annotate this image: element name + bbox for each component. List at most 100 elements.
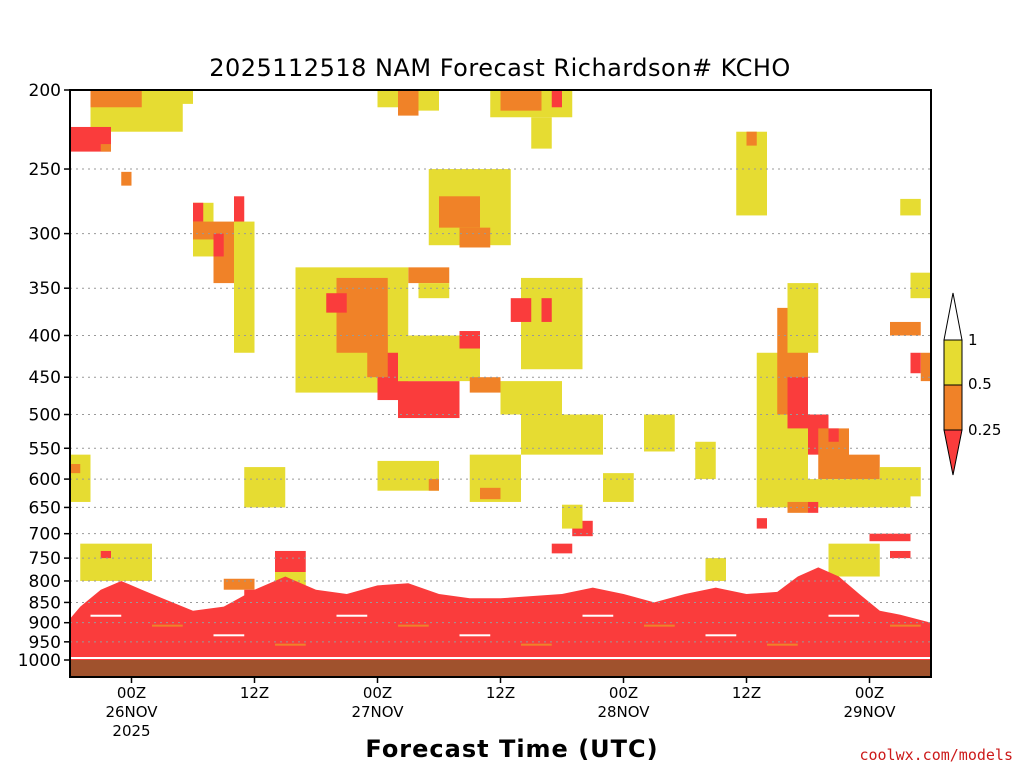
ri-cell-high <box>879 467 921 497</box>
ri-cell-high <box>828 543 880 577</box>
ri-cell-high <box>80 543 152 581</box>
band-streak <box>890 624 921 627</box>
x-tick-label: 26NOV <box>105 703 158 721</box>
ri-cell-mid <box>193 221 214 240</box>
x-tick-label: 29NOV <box>843 703 896 721</box>
ri-cell-low <box>890 550 911 559</box>
y-tick-label: 800 <box>29 572 61 592</box>
ri-cell-mid <box>121 171 132 186</box>
ri-cell-high <box>418 90 439 111</box>
x-tick-label: 12Z <box>732 684 761 702</box>
ri-cell-low <box>756 518 767 529</box>
y-tick-label: 200 <box>29 81 61 101</box>
legend: 1 0.5 0.25 <box>943 292 1001 476</box>
ri-cell-high <box>377 90 398 108</box>
ri-cell-low <box>541 298 552 322</box>
ri-cell-high <box>70 454 91 502</box>
ri-cell-mid <box>890 321 921 336</box>
x-tick-label: 27NOV <box>351 703 404 721</box>
ri-cell-mid <box>70 464 81 474</box>
ri-cell-high <box>531 117 552 149</box>
ri-cell-mid <box>90 90 142 108</box>
legend-swatch-0.25-0.5 <box>943 384 963 431</box>
ri-cell-mid <box>746 131 757 146</box>
ri-cell-low <box>100 550 111 559</box>
ri-cell-mid <box>500 90 542 111</box>
x-axis-label: Forecast Time (UTC) <box>365 735 658 763</box>
ri-cell-low <box>931 389 941 404</box>
band-streak <box>459 634 491 637</box>
ri-cell-high <box>644 414 675 452</box>
ri-cell-low <box>398 381 460 419</box>
band-streak <box>582 614 614 617</box>
y-tick-label: 750 <box>29 549 61 569</box>
ri-cell-high <box>172 90 193 104</box>
band-streak <box>644 624 675 627</box>
ri-cell-high <box>521 277 583 370</box>
low-level-band <box>70 567 931 660</box>
ri-cell-low <box>551 90 562 108</box>
chart-title: 2025112518 NAM Forecast Richardson# KCHO <box>209 54 791 82</box>
ri-cell-high <box>418 283 450 299</box>
band-streak <box>705 634 737 637</box>
credit-link[interactable]: coolwx.com/models <box>859 746 1013 764</box>
ri-cell-mid <box>223 578 255 590</box>
band-streak <box>90 614 122 617</box>
ri-cell-low <box>193 202 204 222</box>
y-tick-label: 650 <box>29 498 61 518</box>
ri-cell-high <box>562 504 583 529</box>
ri-cell-mid <box>428 479 439 491</box>
y-tick-label: 450 <box>29 368 61 388</box>
band-streak <box>398 624 429 627</box>
ri-cell-low <box>234 196 245 222</box>
y-tick-label: 1000 <box>18 651 61 671</box>
ri-cell-high <box>500 381 562 415</box>
ri-cell-low <box>787 377 808 429</box>
y-tick-label: 350 <box>29 279 61 299</box>
ri-cell-low <box>213 233 224 257</box>
ri-cell-mid <box>920 352 931 382</box>
ground-layer <box>70 660 931 677</box>
y-tick-label: 600 <box>29 470 61 490</box>
ri-cell-low <box>828 428 839 442</box>
x-tick-label: 28NOV <box>597 703 650 721</box>
x-tick-label: 2025 <box>112 722 150 740</box>
legend-swatch-above-1 <box>943 292 963 341</box>
ri-cell-high <box>931 505 952 534</box>
ri-cell-mid <box>480 487 501 500</box>
band-streak <box>828 614 860 617</box>
legend-swatch-below-0.25 <box>943 429 963 476</box>
ri-cell-mid <box>439 196 480 228</box>
ri-cell-low <box>808 501 819 513</box>
band-streak <box>767 643 798 646</box>
legend-label: 0.5 <box>968 375 992 393</box>
x-tick-label: 12Z <box>486 684 515 702</box>
ri-cell-low <box>869 533 911 542</box>
low-level-ri-band <box>70 567 931 660</box>
plot-area <box>70 90 952 677</box>
x-tick-label: 12Z <box>240 684 269 702</box>
band-streak <box>275 643 306 646</box>
y-axis: 200 250 300 350 400 450 500 550 600 650 700 750 8008… <box>18 81 70 671</box>
ri-cells <box>70 90 952 599</box>
legend-swatch-0.5-1 <box>943 339 963 386</box>
ri-cell-high <box>603 473 634 502</box>
ri-cell-high <box>787 283 819 353</box>
ri-cell-low <box>459 331 480 349</box>
ri-cell-high <box>900 198 921 216</box>
y-tick-label: 400 <box>29 326 61 346</box>
ri-cell-low <box>275 550 306 573</box>
ri-cell-high <box>234 221 255 353</box>
ri-cell-high <box>244 467 286 508</box>
y-tick-label: 300 <box>29 225 61 245</box>
x-tick-label: 00Z <box>609 684 638 702</box>
ri-cell-mid <box>408 267 450 284</box>
legend-label: 0.25 <box>968 421 1001 439</box>
ri-cell-high <box>736 131 767 216</box>
x-tick-label: 00Z <box>363 684 392 702</box>
ri-cell-low <box>326 293 347 313</box>
ri-cell-mid <box>367 335 388 378</box>
ri-cell-high <box>910 272 931 299</box>
ri-cell-low <box>510 298 532 322</box>
